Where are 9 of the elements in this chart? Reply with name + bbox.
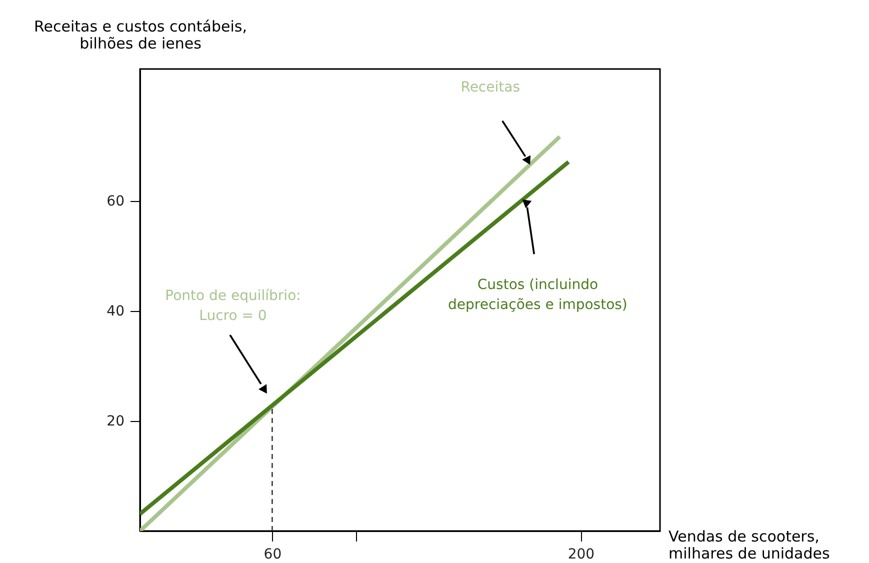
series-label: Custos (incluindo depreciações e impostos) (448, 277, 628, 314)
annotation: Ponto de equilíbrio: Lucro = 0 (165, 288, 301, 324)
x-tick-label: 200 (568, 546, 595, 562)
text: Receitas (460, 79, 520, 96)
y-axis-title: Receitas e custos contábeis, bilhões de ienes (34, 18, 247, 52)
y-tick-label: 40 (106, 304, 124, 320)
y-tick-label: 20 (106, 414, 124, 430)
x-axis-title: Vendas de scooters, milhares de unidades (668, 528, 830, 562)
y-tick-label: 60 (106, 194, 124, 210)
